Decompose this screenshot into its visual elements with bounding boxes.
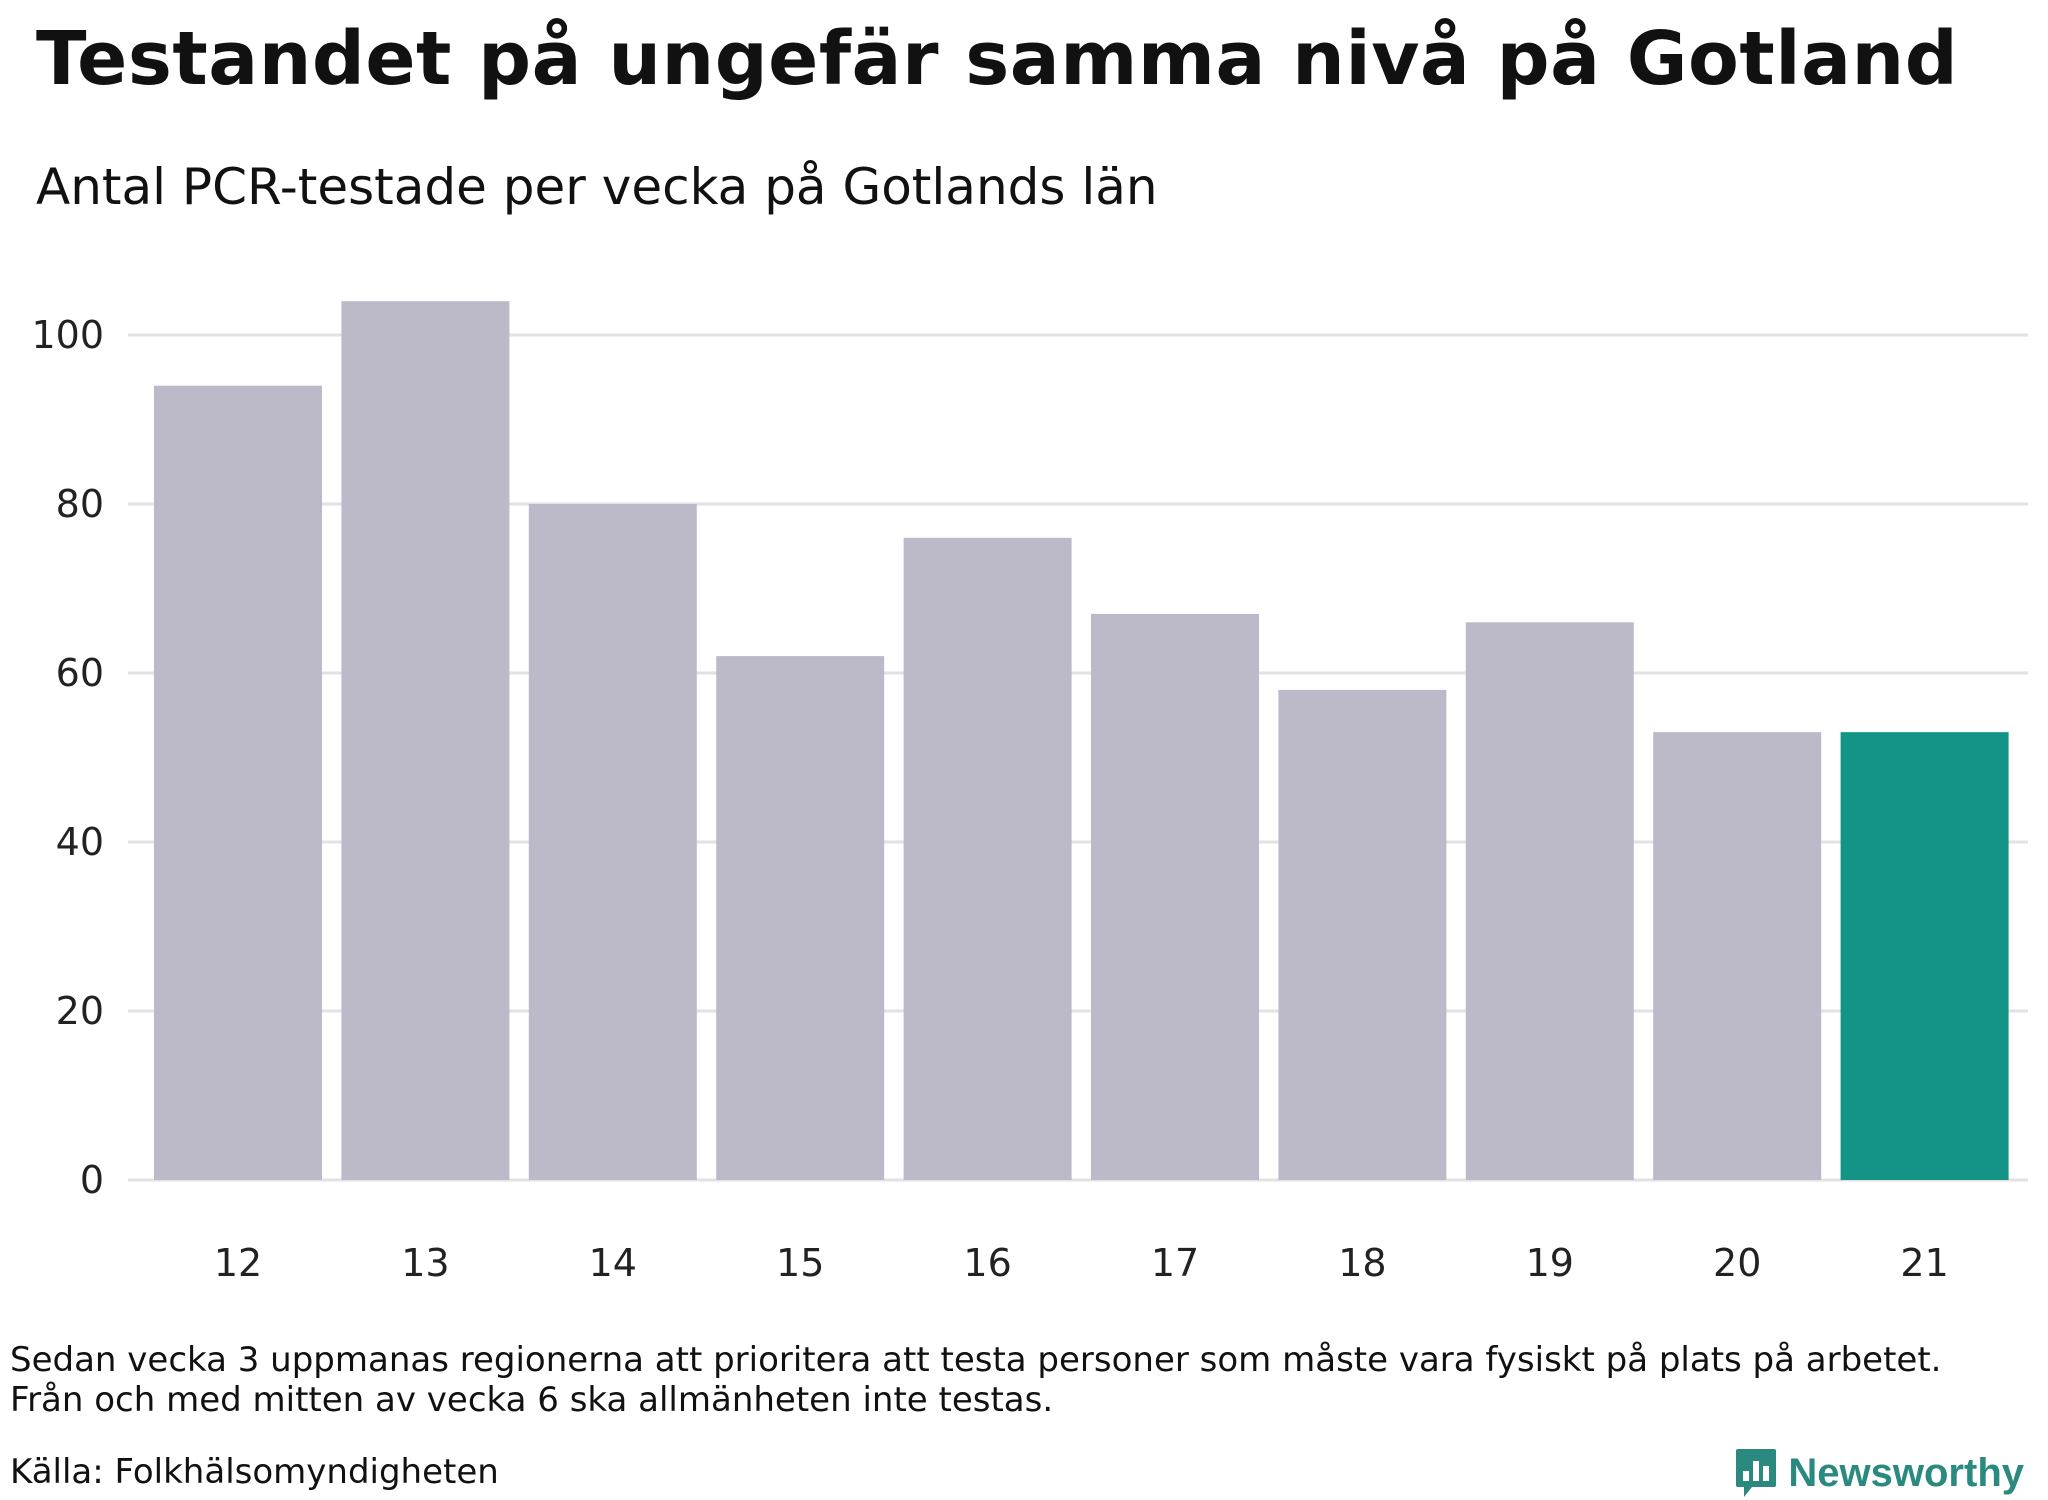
x-tick-label: 13 — [401, 1241, 449, 1285]
x-tick-label: 19 — [1526, 1241, 1574, 1285]
y-tick-label: 0 — [80, 1158, 104, 1202]
x-tick-label: 15 — [776, 1241, 824, 1285]
y-tick-label: 40 — [56, 820, 104, 864]
bar — [1278, 689, 1447, 1180]
x-tick-label: 16 — [963, 1241, 1011, 1285]
y-tick-label: 100 — [31, 313, 104, 357]
bar — [716, 656, 885, 1180]
bar — [903, 537, 1072, 1180]
chart-note: Sedan vecka 3 uppmanas regionerna att pr… — [10, 1340, 1941, 1420]
y-tick-label: 20 — [56, 989, 104, 1033]
bar — [341, 301, 510, 1180]
x-tick-label: 18 — [1338, 1241, 1386, 1285]
x-tick-label: 12 — [214, 1241, 262, 1285]
bar-chart: 0 20 40 60 80 100 12 13 14 15 16 17 18 19 20 21 — [31, 301, 2028, 1285]
y-axis-ticks: 0 20 40 60 80 100 — [31, 313, 104, 1202]
x-tick-label: 20 — [1713, 1241, 1761, 1285]
y-tick-label: 80 — [56, 482, 104, 526]
bar — [1465, 622, 1634, 1180]
chart-subtitle: Antal PCR-testade per vecka på Gotlands … — [36, 158, 1158, 216]
note-line: Sedan vecka 3 uppmanas regionerna att pr… — [10, 1340, 1942, 1380]
chart-title: Testandet på ungefär samma nivå på Gotla… — [36, 16, 1959, 102]
source-label: Källa: Folkhälsomyndigheten — [10, 1452, 499, 1492]
x-tick-label: 21 — [1900, 1241, 1948, 1285]
x-tick-label: 14 — [589, 1241, 637, 1285]
y-tick-label: 60 — [56, 651, 104, 695]
bar — [1653, 732, 1822, 1180]
bar — [1840, 732, 2009, 1180]
note-line: Från och med mitten av vecka 6 ska allmä… — [10, 1380, 1054, 1420]
x-tick-label: 17 — [1151, 1241, 1199, 1285]
bar-chart-icon — [1736, 1449, 1777, 1497]
bar — [1091, 613, 1259, 1180]
brand-name: Newsworthy — [1788, 1450, 2024, 1495]
brand-logo: Newsworthy — [1734, 1447, 2024, 1499]
x-axis-ticks: 12 13 14 15 16 17 18 19 20 21 — [214, 1241, 1949, 1285]
bars — [154, 301, 2009, 1180]
bar — [528, 504, 697, 1180]
bar — [154, 385, 322, 1180]
